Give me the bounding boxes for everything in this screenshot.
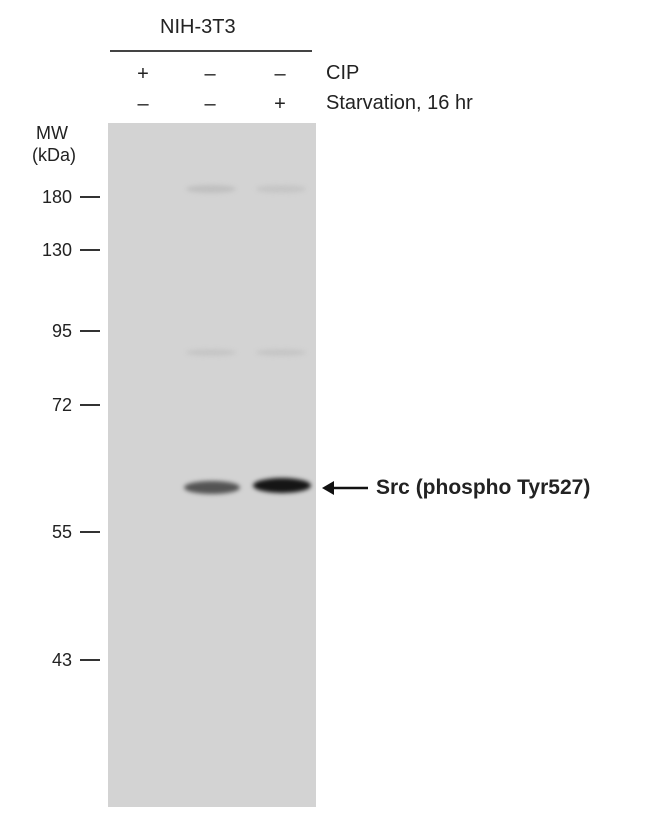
faint-band-lane2-180 [186, 185, 236, 193]
mw-tick-95 [80, 330, 100, 332]
cip-lane-1: + [137, 63, 149, 85]
mw-tick-55 [80, 531, 100, 533]
mw-tick-43 [80, 659, 100, 661]
target-label: Src (phospho Tyr527) [376, 476, 591, 499]
faint-band-lane2-95 [186, 349, 236, 356]
mw-label-130: 130 [41, 240, 72, 260]
mw-header-line2: (kDa) [32, 145, 76, 165]
blot-membrane [108, 123, 316, 807]
src-band-lane-2 [184, 481, 240, 494]
mw-tick-130 [80, 249, 100, 251]
mw-label-95: 95 [51, 321, 72, 341]
cip-lane-2: – [204, 63, 216, 85]
mw-header-line1: MW [36, 123, 68, 143]
src-band-lane-3 [253, 478, 311, 493]
starvation-label: Starvation, 16 hr [326, 92, 473, 114]
mw-label-55: 55 [51, 522, 72, 542]
starvation-lane-1: – [137, 93, 149, 115]
mw-tick-72 [80, 404, 100, 406]
starvation-lane-2: – [204, 93, 216, 115]
arrow-left-icon [322, 478, 370, 498]
cip-label: CIP [326, 62, 360, 84]
mw-label-180: 180 [41, 187, 72, 207]
mw-label-72: 72 [51, 395, 72, 415]
mw-label-43: 43 [51, 650, 72, 670]
faint-band-lane3-180 [256, 185, 306, 193]
faint-band-lane3-95 [256, 349, 306, 356]
cell-line-bar [110, 50, 312, 52]
cell-line-label: NIH-3T3 [160, 16, 236, 38]
cip-lane-3: – [274, 63, 286, 85]
mw-tick-180 [80, 196, 100, 198]
starvation-lane-3: + [274, 93, 286, 115]
